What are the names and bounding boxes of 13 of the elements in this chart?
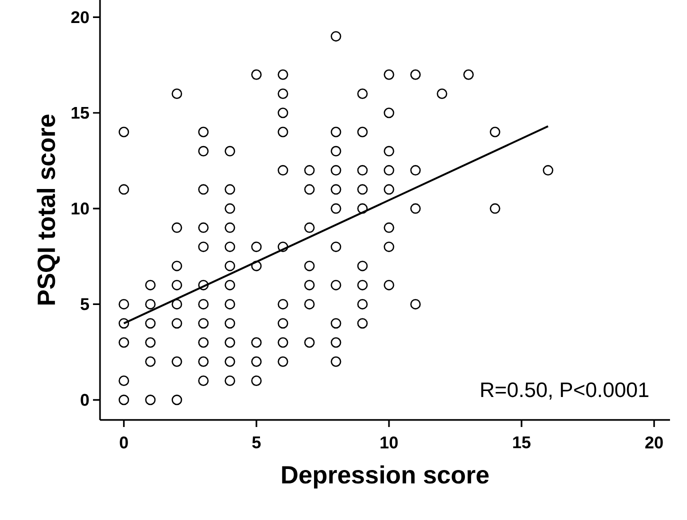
x-tick-label: 10 <box>380 436 398 449</box>
y-tick-label: 15 <box>72 106 90 119</box>
y-axis-title: PSQI total score <box>36 114 60 305</box>
y-tick-label: 20 <box>71 11 89 24</box>
x-tick-label: 5 <box>252 436 261 448</box>
y-tick-label: 10 <box>72 202 89 215</box>
x-axis-title: Depression score <box>282 465 489 489</box>
x-tick-label: 0 <box>120 436 128 449</box>
x-tick-label: 20 <box>645 436 663 449</box>
y-tick-label: 5 <box>80 298 90 310</box>
y-tick-label: 0 <box>80 394 89 406</box>
x-tick-label: 15 <box>513 436 530 448</box>
annotation: R=0.50, P<0.0001 <box>481 382 648 400</box>
